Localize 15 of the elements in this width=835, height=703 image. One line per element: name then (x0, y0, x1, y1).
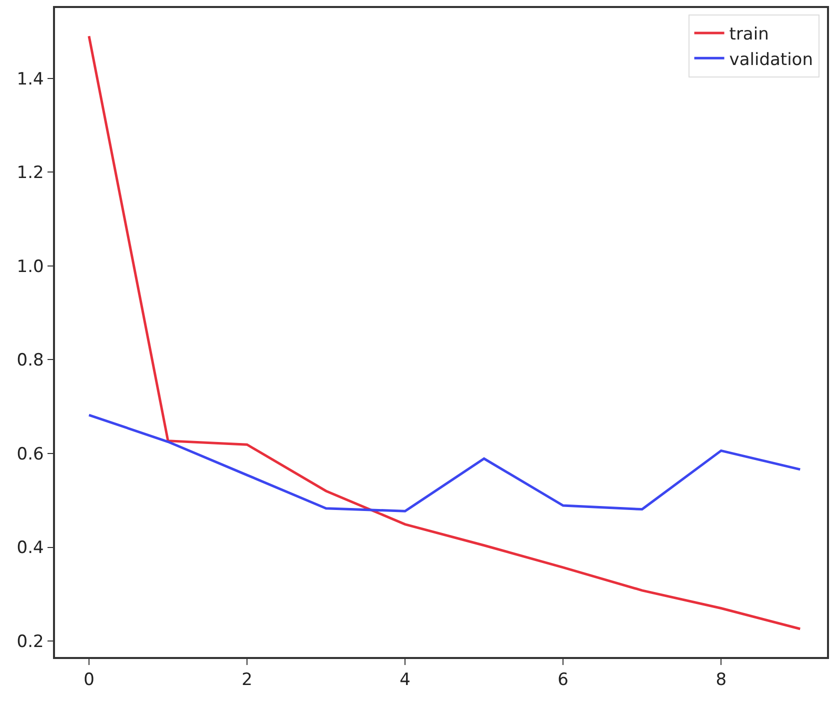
y-tick-label: 0.2 (16, 632, 44, 652)
y-tick-label: 0.8 (16, 350, 44, 371)
y-tick-label: 0.6 (16, 444, 44, 464)
legend-label: validation (729, 50, 813, 70)
y-tick-label: 1.2 (16, 163, 44, 184)
line-series (88, 414, 802, 512)
x-tick-label: 0 (84, 670, 94, 690)
legend-label: train (729, 24, 769, 45)
y-tick-label: 1.0 (16, 256, 44, 277)
x-tick-label: 8 (716, 670, 727, 690)
y-tick-label: 0.4 (16, 538, 44, 558)
y-tick-label: 1.4 (16, 69, 44, 90)
x-tick-label: 4 (400, 670, 410, 690)
x-tick-label: 6 (558, 670, 568, 690)
x-tick-label: 2 (242, 670, 252, 690)
